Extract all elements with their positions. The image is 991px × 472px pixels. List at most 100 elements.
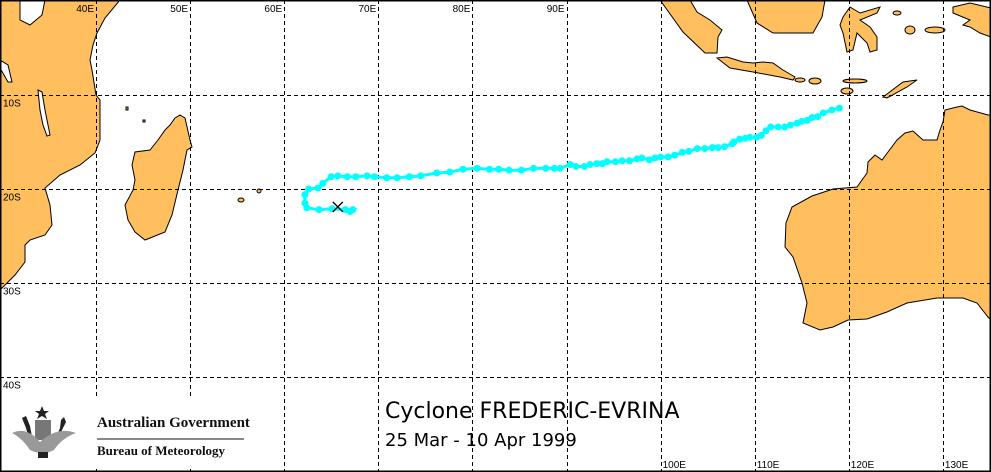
sumba-island	[840, 87, 854, 95]
new-guinea	[952, 2, 991, 38]
borneo	[746, 0, 826, 34]
track-point	[741, 134, 749, 142]
lon-label: 50E	[170, 4, 188, 15]
comoros-island	[125, 106, 129, 111]
track-point	[657, 153, 665, 161]
lombok-island	[794, 77, 806, 83]
track-point	[473, 164, 481, 172]
track-point	[701, 145, 709, 153]
coat-of-arms-icon	[12, 406, 76, 458]
track-point	[671, 151, 679, 159]
x-marker-icon	[332, 201, 344, 213]
track-point	[542, 164, 550, 172]
bom-logo: Australian Government Bureau of Meteorol…	[2, 398, 272, 468]
lon-label: 100E	[663, 460, 687, 471]
track-point	[417, 172, 425, 180]
track-point	[708, 144, 716, 152]
track-point	[626, 157, 634, 165]
lat-label: 30S	[3, 287, 21, 298]
comoros-island	[142, 119, 146, 123]
track-point	[835, 104, 843, 112]
track-point	[371, 173, 379, 181]
logo-line2: Bureau of Meteorology	[97, 443, 226, 458]
track-point	[814, 113, 822, 121]
track-point	[305, 185, 313, 193]
track-point	[352, 173, 360, 181]
lat-label: 20S	[3, 193, 21, 204]
track-point	[327, 173, 335, 181]
track-point	[517, 166, 525, 174]
track-point	[598, 160, 606, 168]
lon-label: 130E	[945, 460, 969, 471]
java	[715, 56, 796, 81]
logo-divider	[97, 438, 244, 440]
track-point	[721, 143, 729, 151]
track-point	[505, 166, 513, 174]
track-point	[678, 148, 686, 156]
track-point	[693, 145, 701, 153]
lon-label: 60E	[264, 4, 282, 15]
track-point	[580, 162, 588, 170]
track-point	[405, 173, 413, 181]
lon-label: 70E	[359, 4, 377, 15]
africa	[0, 0, 121, 291]
track-point	[593, 160, 601, 168]
track-point	[433, 169, 441, 177]
track-point	[819, 109, 827, 117]
track-point	[495, 165, 503, 173]
track-point	[314, 184, 322, 192]
track-point	[803, 116, 811, 124]
track-point	[586, 161, 594, 169]
lat-label: 10S	[3, 99, 21, 110]
track-point	[319, 179, 327, 187]
map-date-range: 25 Mar - 10 Apr 1999	[385, 430, 577, 451]
lon-label: 110E	[757, 460, 780, 471]
track-point	[753, 133, 761, 141]
track-point	[611, 158, 619, 166]
x-marker-stroke	[332, 201, 344, 213]
sumbawa-island	[808, 77, 822, 85]
sumatra	[659, 0, 723, 54]
track-point	[328, 205, 336, 213]
track-point	[346, 208, 354, 216]
track-point	[685, 147, 693, 155]
lake-victoria	[19, 0, 46, 26]
island	[924, 26, 946, 34]
track-point	[393, 174, 401, 182]
cyclone-track	[301, 104, 843, 216]
lake-tanganyika	[0, 59, 13, 83]
island	[892, 10, 902, 16]
track-point	[736, 135, 744, 143]
logo-line1: Australian Government	[97, 415, 250, 431]
track-point	[618, 157, 626, 165]
track-point	[793, 119, 801, 127]
track-point	[728, 140, 736, 148]
track-point	[363, 172, 371, 180]
track-point	[664, 153, 672, 161]
track-point	[301, 191, 309, 199]
track-point	[446, 168, 454, 176]
track-point	[485, 165, 493, 173]
track-point	[774, 123, 782, 131]
track-point	[572, 162, 580, 170]
track-point	[781, 123, 789, 131]
map-title: Cyclone FREDERIC-EVRINA	[385, 399, 680, 424]
track-point	[303, 204, 311, 212]
track-point	[651, 154, 659, 162]
australia	[784, 105, 991, 331]
lon-label: 120E	[851, 460, 875, 471]
reunion-island	[237, 197, 245, 203]
track-point	[530, 164, 538, 172]
track-point	[550, 164, 558, 172]
track-point	[786, 121, 794, 129]
track-point	[767, 123, 775, 131]
track-point	[566, 161, 574, 169]
track-point	[383, 174, 391, 182]
land-masses	[0, 0, 991, 331]
track-point	[334, 172, 342, 180]
track-point	[714, 144, 722, 152]
lat-label: 40S	[3, 381, 21, 392]
